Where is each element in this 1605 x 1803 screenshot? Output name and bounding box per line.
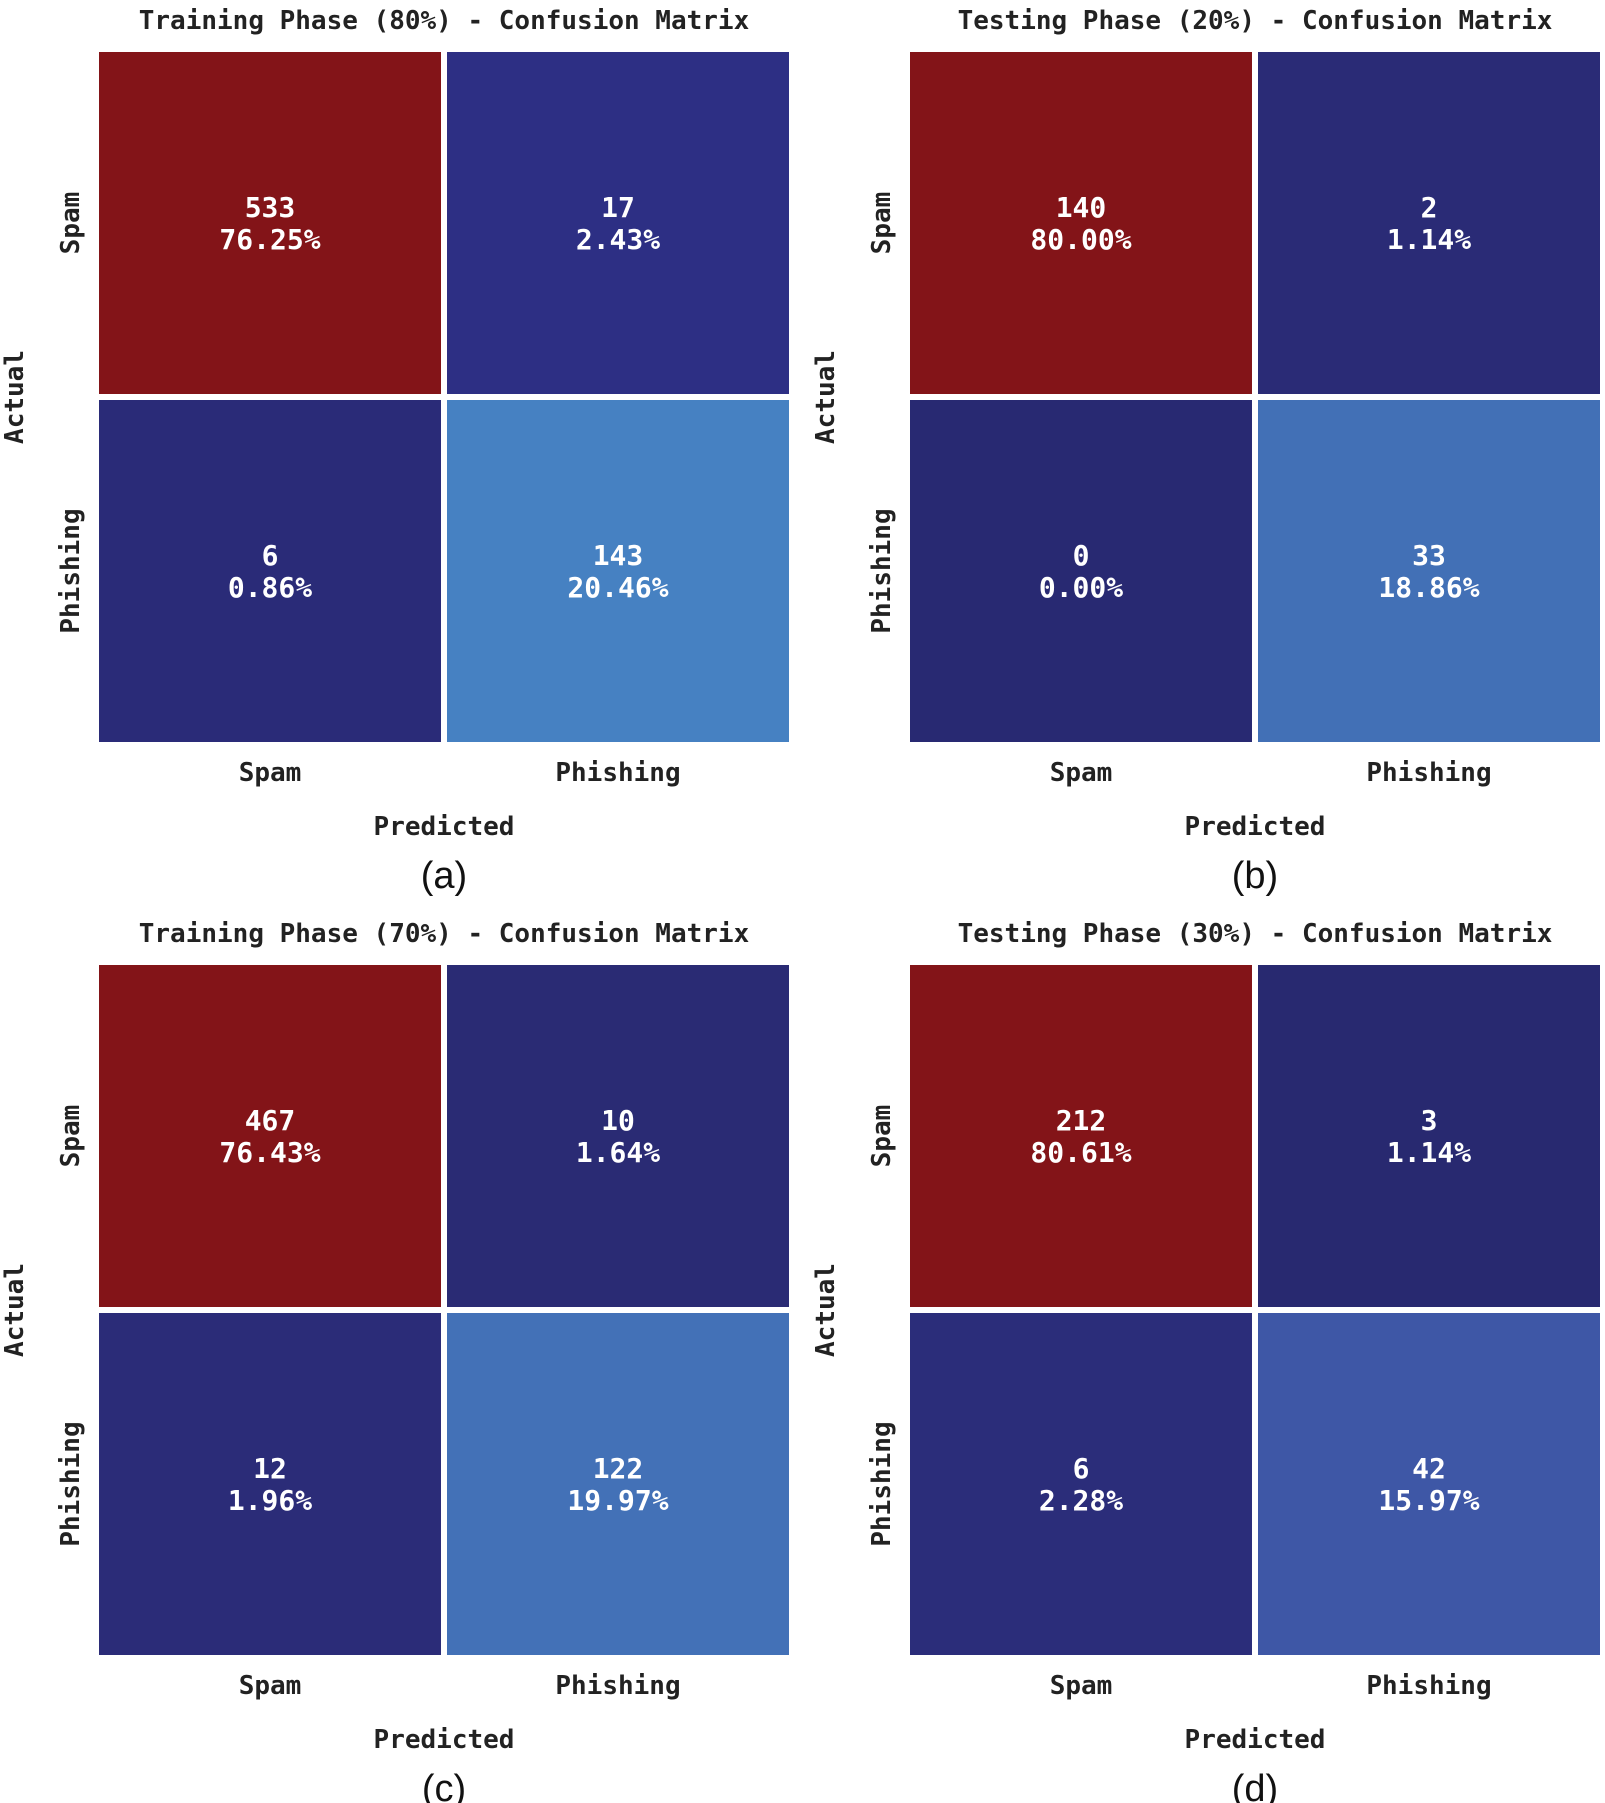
heatmap-cell-r1-c1 — [447, 400, 789, 742]
cell-percent-label: 0.00% — [1039, 571, 1123, 604]
x-tick-label: Phishing — [1366, 1671, 1491, 1701]
x-tick-label: Phishing — [555, 758, 680, 788]
y-tick-label: Spam — [56, 192, 86, 255]
y-tick-label: Spam — [56, 1105, 86, 1168]
cell-percent-label: 19.97% — [567, 1484, 668, 1517]
panel-d: Testing Phase (30%) - Confusion Matrix 21… — [811, 919, 1600, 1803]
panel-a: Training Phase (80%) - Confusion Matrix 5… — [0, 6, 789, 897]
y-tick-label: Spam — [867, 1105, 897, 1168]
heatmap-cell-r0-c1 — [447, 52, 789, 394]
cell-percent-label: 1.14% — [1387, 223, 1471, 256]
cell-count-label: 0 — [1073, 539, 1090, 572]
y-tick-label: Phishing — [867, 1421, 897, 1546]
cell-count-label: 17 — [601, 191, 635, 224]
x-tick-label: Phishing — [1366, 758, 1491, 788]
cell-count-label: 143 — [593, 539, 644, 572]
heatmap-cell-r0-c0 — [910, 52, 1252, 394]
x-tick-label: Spam — [239, 758, 302, 788]
heatmap-cell-r0-c0 — [910, 965, 1252, 1307]
x-tick-label: Spam — [239, 1671, 302, 1701]
cell-percent-label: 2.43% — [576, 223, 660, 256]
cell-percent-label: 0.86% — [228, 571, 312, 604]
y-tick-label: Phishing — [56, 1421, 86, 1546]
heatmap-cell-r1-c0 — [910, 1313, 1252, 1655]
y-tick-label: Spam — [867, 192, 897, 255]
y-axis-title: Actual — [0, 350, 30, 444]
panel-caption: (b) — [1232, 855, 1278, 897]
chart-title: Testing Phase (30%) - Confusion Matrix — [958, 919, 1553, 949]
cell-percent-label: 2.28% — [1039, 1484, 1123, 1517]
cell-percent-label: 18.86% — [1378, 571, 1479, 604]
cell-percent-label: 80.61% — [1030, 1136, 1131, 1169]
cell-percent-label: 80.00% — [1030, 223, 1131, 256]
cell-count-label: 6 — [1073, 1452, 1090, 1485]
y-tick-label: Phishing — [56, 508, 86, 633]
panel-caption: (a) — [421, 855, 467, 897]
heatmap-cell-r0-c1 — [447, 965, 789, 1307]
heatmap-cell-r0-c1 — [1258, 52, 1600, 394]
panel-caption: (d) — [1232, 1768, 1278, 1803]
chart-title: Training Phase (80%) - Confusion Matrix — [139, 6, 749, 36]
x-axis-title: Predicted — [374, 1725, 515, 1755]
cell-percent-label: 20.46% — [567, 571, 668, 604]
y-tick-label: Phishing — [867, 508, 897, 633]
heatmap-cell-r0-c0 — [99, 965, 441, 1307]
chart-title: Testing Phase (20%) - Confusion Matrix — [958, 6, 1553, 36]
cell-count-label: 140 — [1056, 191, 1107, 224]
cell-count-label: 3 — [1421, 1104, 1438, 1137]
heatmap-cell-r1-c1 — [447, 1313, 789, 1655]
x-tick-label: Spam — [1050, 1671, 1113, 1701]
heatmap-cell-r1-c0 — [99, 1313, 441, 1655]
panel-caption: (c) — [422, 1768, 466, 1803]
cell-count-label: 12 — [253, 1452, 287, 1485]
cell-count-label: 122 — [593, 1452, 644, 1485]
heatmap-cell-r0-c1 — [1258, 965, 1600, 1307]
panel-b: Testing Phase (20%) - Confusion Matrix 14… — [811, 6, 1600, 897]
cell-percent-label: 76.43% — [219, 1136, 320, 1169]
cell-percent-label: 76.25% — [219, 223, 320, 256]
cell-count-label: 212 — [1056, 1104, 1107, 1137]
heatmap-cell-r1-c0 — [99, 400, 441, 742]
y-axis-title: Actual — [811, 1263, 841, 1357]
heatmap-cell-r1-c1 — [1258, 400, 1600, 742]
heatmap-cell-r1-c0 — [910, 400, 1252, 742]
x-axis-title: Predicted — [1185, 812, 1326, 842]
y-axis-title: Actual — [811, 350, 841, 444]
cell-percent-label: 1.14% — [1387, 1136, 1471, 1169]
cell-count-label: 6 — [262, 539, 279, 572]
x-tick-label: Spam — [1050, 758, 1113, 788]
cell-count-label: 2 — [1421, 191, 1438, 224]
chart-title: Training Phase (70%) - Confusion Matrix — [139, 919, 749, 949]
cell-percent-label: 1.96% — [228, 1484, 312, 1517]
heatmap-cell-r1-c1 — [1258, 1313, 1600, 1655]
cell-count-label: 467 — [245, 1104, 296, 1137]
panel-c: Training Phase (70%) - Confusion Matrix 4… — [0, 919, 789, 1803]
x-tick-label: Phishing — [555, 1671, 680, 1701]
cell-count-label: 33 — [1412, 539, 1446, 572]
cell-percent-label: 15.97% — [1378, 1484, 1479, 1517]
cell-percent-label: 1.64% — [576, 1136, 660, 1169]
x-axis-title: Predicted — [1185, 1725, 1326, 1755]
x-axis-title: Predicted — [374, 812, 515, 842]
cell-count-label: 10 — [601, 1104, 635, 1137]
cell-count-label: 42 — [1412, 1452, 1446, 1485]
heatmap-cell-r0-c0 — [99, 52, 441, 394]
cell-count-label: 533 — [245, 191, 296, 224]
y-axis-title: Actual — [0, 1263, 30, 1357]
